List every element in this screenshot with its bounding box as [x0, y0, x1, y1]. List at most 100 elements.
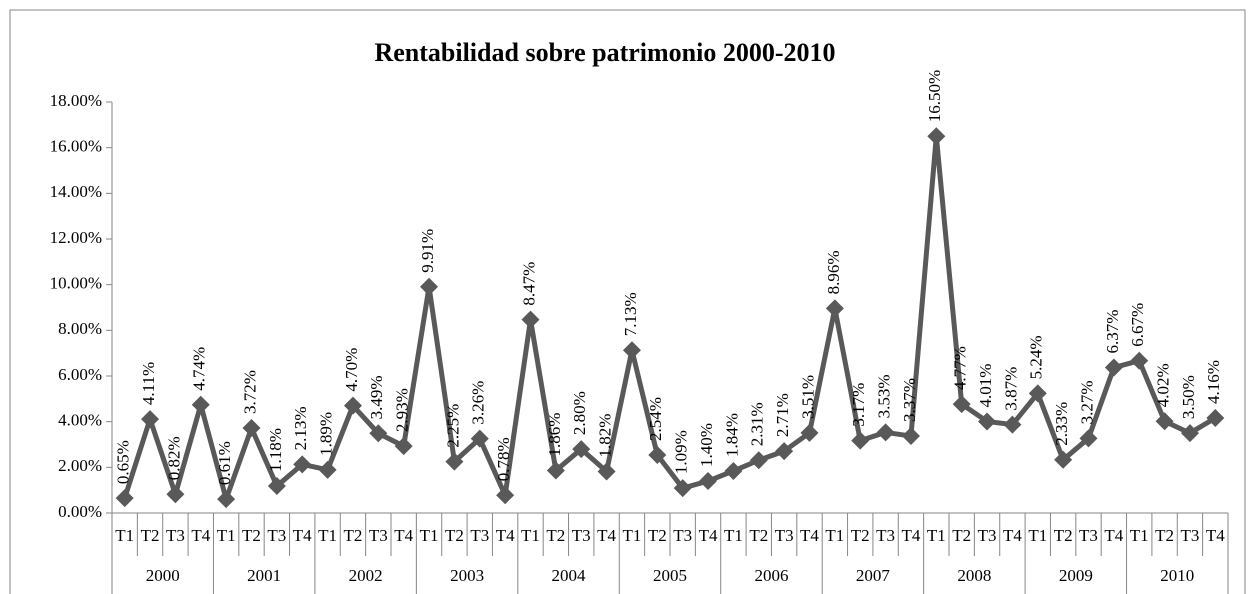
- marker: [242, 419, 261, 438]
- x-tick-label: T1: [927, 526, 946, 545]
- marker: [445, 452, 464, 471]
- data-label: 3.72%: [240, 370, 259, 414]
- data-label: 2.31%: [748, 402, 767, 446]
- x-tick-label: T4: [1206, 526, 1225, 545]
- marker: [648, 446, 667, 465]
- x-tick-label: T3: [470, 526, 489, 545]
- marker: [825, 299, 844, 318]
- data-label: 0.78%: [494, 437, 513, 481]
- x-tick-label: T3: [1079, 526, 1098, 545]
- x-tick-label: T1: [623, 526, 642, 545]
- x-tick-label: T4: [1003, 526, 1022, 545]
- x-tick-label: T3: [876, 526, 895, 545]
- data-label: 3.50%: [1179, 375, 1198, 419]
- data-label: 8.96%: [824, 250, 843, 294]
- marker: [1079, 429, 1098, 448]
- x-tick-label: T2: [851, 526, 870, 545]
- marker: [1104, 358, 1123, 377]
- marker: [141, 410, 160, 429]
- data-label: 4.70%: [342, 348, 361, 392]
- chart-frame: [9, 9, 1246, 594]
- x-tick-label: T1: [521, 526, 540, 545]
- marker: [952, 395, 971, 414]
- marker: [673, 479, 692, 498]
- data-label: 3.17%: [849, 383, 868, 427]
- data-label: 3.27%: [1077, 380, 1096, 424]
- x-tick-label: T3: [166, 526, 185, 545]
- x-tick-label: T4: [1104, 526, 1123, 545]
- marker: [267, 477, 286, 496]
- marker: [496, 486, 515, 505]
- x-tick-label: T2: [344, 526, 363, 545]
- x-tick-label: T4: [800, 526, 819, 545]
- x-tick-label: T2: [648, 526, 667, 545]
- y-tick-label: 18.00%: [50, 91, 102, 110]
- x-tick-label: T2: [242, 526, 261, 545]
- data-label: 1.09%: [672, 430, 691, 474]
- marker: [749, 451, 768, 470]
- x-tick-label: T3: [775, 526, 794, 545]
- marker: [369, 424, 388, 443]
- x-tick-label: T4: [699, 526, 718, 545]
- y-tick-label: 8.00%: [58, 319, 102, 338]
- data-label: 2.25%: [443, 404, 462, 448]
- marker: [293, 455, 312, 474]
- data-label: 5.24%: [1027, 335, 1046, 379]
- marker: [1028, 384, 1047, 403]
- x-tick-label: T2: [1155, 526, 1174, 545]
- x-tick-label: T3: [572, 526, 591, 545]
- data-label: 0.61%: [215, 441, 234, 485]
- data-label: 4.74%: [190, 347, 209, 391]
- marker: [851, 431, 870, 450]
- data-label: 8.47%: [519, 262, 538, 306]
- marker: [775, 442, 794, 461]
- data-label: 0.65%: [114, 440, 133, 484]
- data-label: 4.01%: [976, 364, 995, 408]
- data-label: 3.87%: [1001, 367, 1020, 411]
- data-label: 2.54%: [646, 397, 665, 441]
- marker: [318, 460, 337, 479]
- marker: [1155, 412, 1174, 431]
- x-tick-label: T2: [546, 526, 565, 545]
- marker: [166, 485, 185, 504]
- data-label: 2.13%: [291, 406, 310, 450]
- y-tick-label: 14.00%: [50, 182, 102, 201]
- x-tick-label: T2: [141, 526, 160, 545]
- data-label: 6.67%: [1128, 303, 1147, 347]
- data-label: 1.89%: [316, 412, 335, 456]
- marker: [597, 462, 616, 481]
- x-tick-label: T3: [267, 526, 286, 545]
- x-tick-label: T2: [1054, 526, 1073, 545]
- data-label: 4.11%: [139, 362, 158, 405]
- x-group-label: 2000: [146, 566, 180, 585]
- x-tick-label: T3: [978, 526, 997, 545]
- marker: [876, 423, 895, 442]
- marker: [572, 440, 591, 459]
- y-tick-label: 2.00%: [58, 456, 102, 475]
- x-tick-label: T1: [318, 526, 337, 545]
- marker: [978, 412, 997, 431]
- data-label: 1.40%: [697, 423, 716, 467]
- x-tick-label: T1: [724, 526, 743, 545]
- data-label: 2.71%: [773, 393, 792, 437]
- marker: [1003, 415, 1022, 434]
- x-group-label: 2002: [349, 566, 383, 585]
- y-tick-label: 16.00%: [50, 137, 102, 156]
- marker: [217, 490, 236, 509]
- marker: [521, 310, 540, 329]
- data-label: 2.33%: [1052, 402, 1071, 446]
- x-tick-label: T4: [293, 526, 312, 545]
- marker: [699, 472, 718, 491]
- marker: [622, 341, 641, 360]
- x-group-label: 2005: [653, 566, 687, 585]
- x-tick-label: T1: [1028, 526, 1047, 545]
- x-group-label: 2006: [754, 566, 788, 585]
- data-label: 2.80%: [570, 391, 589, 435]
- x-tick-label: T3: [1181, 526, 1200, 545]
- x-tick-label: T2: [445, 526, 464, 545]
- y-tick-label: 4.00%: [58, 411, 102, 430]
- x-group-label: 2001: [247, 566, 281, 585]
- x-tick-label: T4: [496, 526, 515, 545]
- data-label: 6.37%: [1103, 310, 1122, 354]
